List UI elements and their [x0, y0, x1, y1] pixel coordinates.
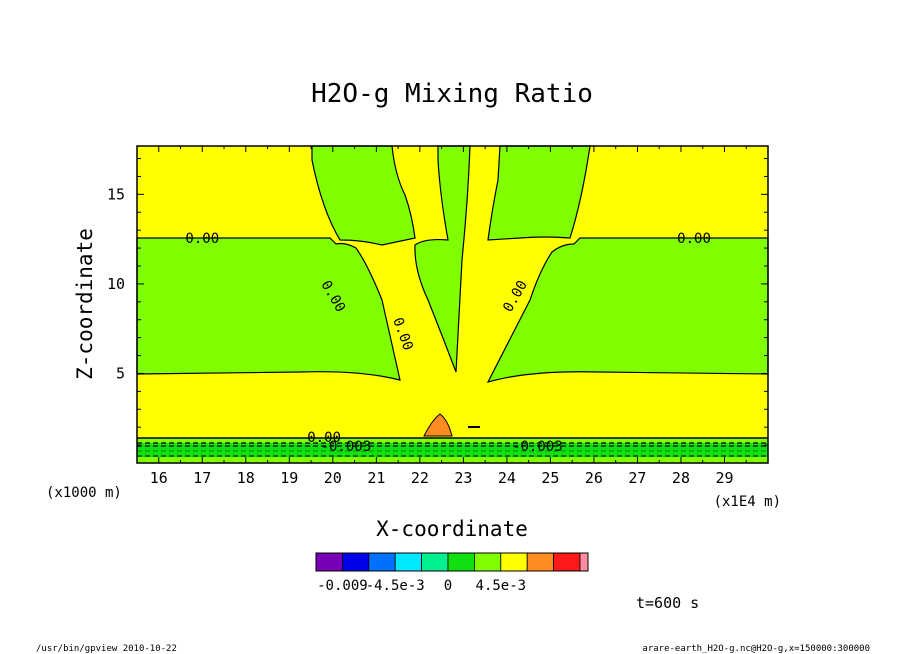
y-tick-label: 5 [116, 364, 125, 382]
x-tick-label: 27 [628, 469, 646, 487]
x-tick-label: 22 [411, 469, 429, 487]
colorbar-swatch [553, 552, 581, 572]
colorbar-swatch [447, 552, 475, 572]
surface-deep-negative-layer [137, 443, 768, 457]
negative-column-right [487, 145, 591, 241]
colorbar-swatch [315, 552, 343, 572]
contour-label: -0.003 [321, 439, 372, 455]
colorbar-swatch [421, 552, 449, 572]
x-tick-label: 28 [672, 469, 690, 487]
colorbar-tick-label: 0 [444, 578, 452, 594]
x-tick-label: 24 [498, 469, 516, 487]
y-unit-label: (x1000 m) [46, 485, 122, 501]
negative-column-center [414, 145, 471, 373]
contour-label: 0.00 [307, 430, 341, 446]
x-tick-label: 25 [541, 469, 559, 487]
x-tick-label: 20 [324, 469, 342, 487]
x-tick-label: 29 [715, 469, 733, 487]
colorbar-frame [315, 552, 589, 572]
colorbar-swatch [526, 552, 555, 572]
colorbar-tick-label: -0.009 [317, 578, 368, 594]
footer-left: /usr/bin/gpview 2010-10-22 [36, 644, 177, 654]
x-tick-label: 18 [237, 469, 255, 487]
colorbar-tick-label: -4.5e-3 [366, 578, 425, 594]
x-tick-label: 19 [280, 469, 298, 487]
positive-peak [423, 413, 453, 437]
contour-label: 0.00 [185, 231, 219, 247]
footer-right: arare-earth_H2O-g.nc@H2O-g,x=150000:3000… [642, 644, 870, 654]
colorbar-tick-label: 4.5e-3 [476, 578, 527, 594]
colorbar-swatch [579, 552, 589, 572]
x-tick-label: 23 [454, 469, 472, 487]
negative-column-left [311, 145, 416, 246]
time-label: t=600 s [636, 594, 699, 612]
negative-band-middle [136, 237, 401, 381]
colorbar-swatch [473, 552, 502, 572]
axis-ticks: 16 17 18 19 20 21 22 23 24 25 26 27 28 29 5 10 15 [107, 146, 768, 487]
y-axis-label: Z-coordinate [73, 228, 97, 380]
colorbar-swatch [394, 552, 423, 572]
colorbar-swatch [500, 552, 528, 572]
negative-band-middle-right [486, 237, 769, 383]
plot-frame [136, 145, 769, 464]
plot-area: 0.00 0.000.00 0.000.000.00-0.003 -0.003 16 1… [107, 145, 769, 487]
colorbar-swatch [341, 552, 370, 572]
x-tick-label: 17 [193, 469, 211, 487]
colorbar-swatch [368, 552, 396, 572]
y-tick-label: 10 [107, 275, 125, 293]
x-unit-label: (x1E4 m) [714, 494, 781, 510]
colorbar: -0.009-4.5e-3 0 4.5e-3 [315, 552, 589, 594]
chart-title: H2O-g Mixing Ratio [311, 79, 593, 109]
x-axis-label: X-coordinate [376, 517, 528, 541]
x-tick-label: 16 [150, 469, 168, 487]
x-tick-label: 26 [585, 469, 603, 487]
contour-label: -0.003 [512, 439, 563, 455]
x-tick-label: 21 [367, 469, 385, 487]
y-tick-label: 15 [107, 185, 125, 203]
contour-label: 0.00 [677, 231, 711, 247]
